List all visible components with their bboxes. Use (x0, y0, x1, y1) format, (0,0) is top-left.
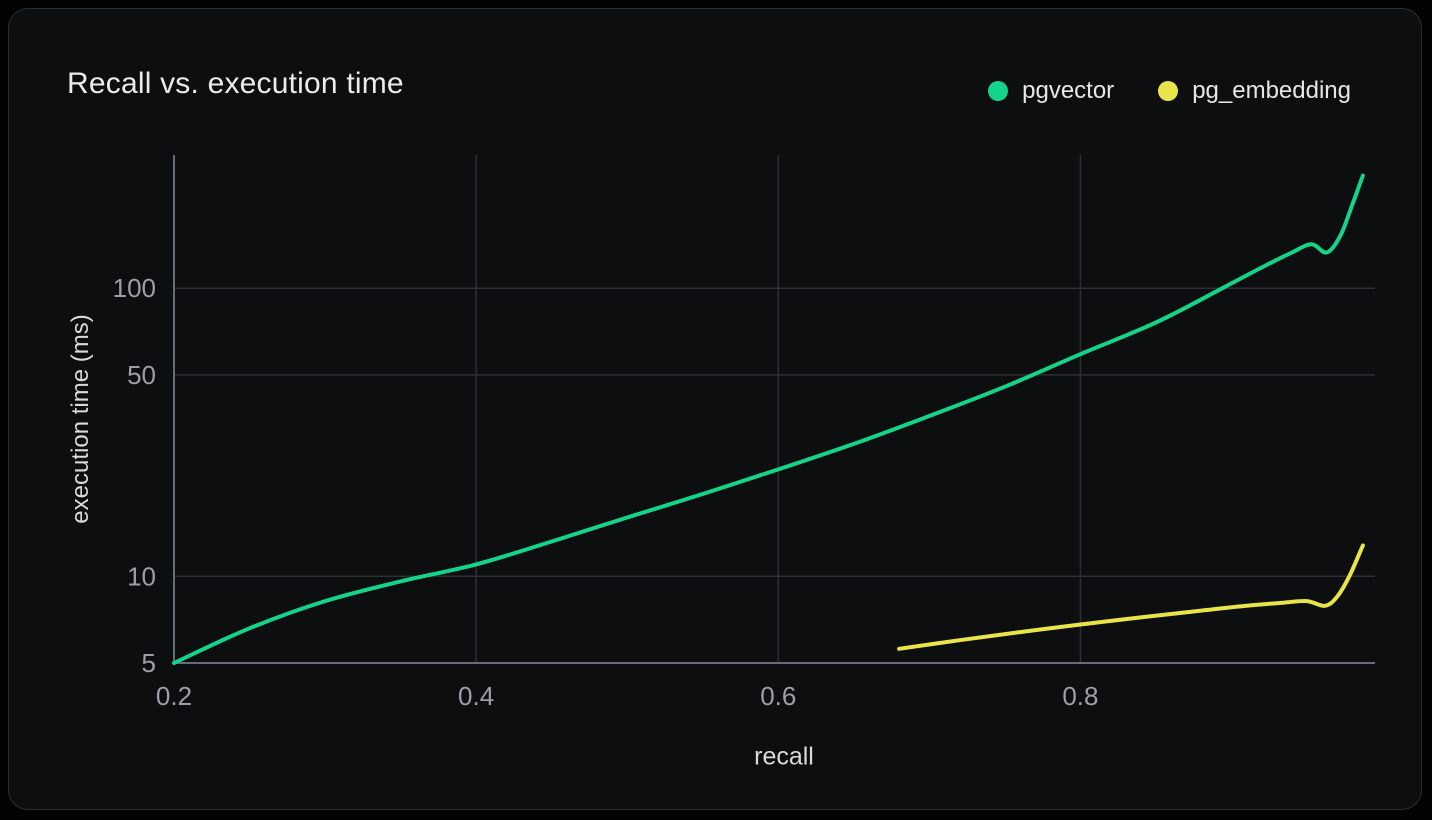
pgvector-legend-label: pgvector (1022, 77, 1115, 104)
y-axis-title: execution time (ms) (67, 314, 94, 524)
chart-title: Recall vs. execution time (67, 67, 404, 100)
pg-embedding-legend-label: pg_embedding (1192, 77, 1351, 104)
pg-embedding-legend-dot-icon (1158, 81, 1179, 101)
pgvector-legend-dot-icon (988, 81, 1009, 101)
legend: pgvector pg_embedding (988, 77, 1351, 105)
legend-item-pgvector[interactable]: pgvector (988, 77, 1114, 105)
x-axis-title: recall (754, 742, 814, 771)
legend-item-pg-embedding[interactable]: pg_embedding (1158, 77, 1351, 105)
chart-card: Recall vs. execution time pgvector pg_em… (8, 8, 1422, 810)
